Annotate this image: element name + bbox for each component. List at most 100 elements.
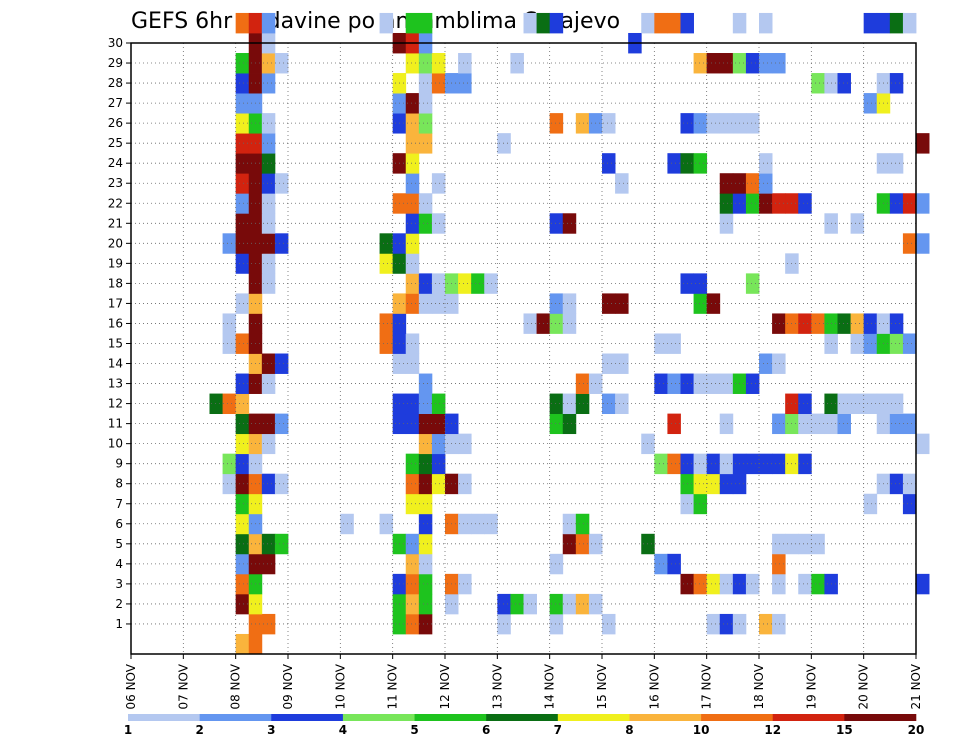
heatmap-cell (772, 413, 786, 435)
heatmap-cell (641, 12, 655, 34)
x-tick-label: 12 NOV (438, 663, 452, 709)
heatmap-cell (235, 113, 250, 134)
heatmap-cell (235, 393, 250, 415)
heatmap-cell (706, 373, 721, 394)
heatmap-cell (405, 553, 420, 575)
heatmap-cell (261, 173, 276, 194)
heatmap-cell (667, 453, 681, 475)
heatmap-cell (916, 193, 930, 214)
heatmap-cell (745, 573, 760, 595)
heatmap-cell (235, 413, 250, 435)
heatmap-cell (261, 133, 276, 154)
heatmap-cell (261, 273, 276, 294)
heatmap-cell (811, 573, 825, 595)
heatmap-cell (405, 453, 420, 475)
y-tick-label: 15 (108, 336, 123, 350)
y-tick-label: 6 (115, 517, 123, 531)
heatmap-cell (235, 133, 250, 154)
heatmap-cell (235, 373, 250, 394)
heatmap-cell (261, 213, 276, 234)
heatmap-cell (235, 553, 250, 575)
colorbar-label: 3 (267, 723, 275, 737)
heatmap-cell (405, 133, 420, 154)
heatmap-cell (916, 573, 930, 595)
heatmap-cell (222, 453, 237, 475)
y-tick-label: 16 (108, 316, 123, 330)
grid-lines (131, 42, 916, 654)
heatmap-cell (484, 513, 498, 535)
heatmap-cell (418, 413, 433, 435)
heatmap-cell (549, 293, 564, 314)
heatmap-cell (510, 593, 524, 615)
heatmap-cell (562, 213, 577, 234)
heatmap-cell (405, 353, 420, 374)
heatmap-cell (759, 613, 773, 635)
heatmap-cell (405, 333, 420, 354)
heatmap-cell (693, 53, 708, 74)
heatmap-cell (418, 573, 433, 595)
heatmap-cell (889, 413, 904, 435)
heatmap-cell (759, 453, 773, 475)
heatmap-cell (889, 393, 904, 415)
heatmap-cell (405, 253, 420, 274)
heatmap-cell (274, 413, 289, 435)
heatmap-cell (719, 613, 734, 635)
heatmap-cell (497, 613, 511, 635)
heatmap-cell (902, 473, 917, 495)
x-tick-label: 09 NOV (281, 663, 295, 709)
heatmap-cell (602, 293, 616, 314)
heatmap-cell (602, 113, 616, 134)
heatmap-cell (405, 273, 420, 294)
heatmap-cell (798, 573, 812, 595)
heatmap-cell (759, 173, 773, 194)
heatmap-cell (902, 493, 917, 515)
heatmap-cell (772, 193, 786, 214)
heatmap-cell (484, 273, 498, 294)
heatmap-cell (274, 473, 289, 495)
heatmap-cell (274, 173, 289, 194)
y-tick-label: 22 (108, 196, 123, 210)
heatmap-cell (431, 413, 446, 435)
colorbar-swatch (128, 714, 200, 721)
heatmap-cell (261, 253, 276, 274)
heatmap-cell (274, 53, 289, 74)
heatmap-cell (497, 133, 511, 154)
heatmap-cell (405, 93, 420, 114)
y-tick-label: 19 (108, 256, 123, 270)
heatmap-cell (706, 453, 721, 475)
x-tick-label: 15 NOV (595, 663, 609, 709)
heatmap-cell (418, 433, 433, 455)
heatmap-cell (418, 273, 433, 294)
heatmap-cell (811, 313, 825, 334)
heatmap-cell (889, 73, 904, 94)
heatmap-cell (418, 133, 433, 154)
heatmap-cell (654, 373, 668, 394)
heatmap-cell (719, 373, 734, 394)
heatmap-cell (431, 213, 446, 234)
heatmap-cell (863, 493, 878, 515)
heatmap-cell (798, 393, 812, 415)
heatmap-cell (418, 473, 433, 495)
heatmap-cell (235, 473, 250, 495)
heatmap-cell (418, 53, 433, 74)
heatmap-cell (602, 613, 616, 635)
colorbar-label: 15 (836, 723, 853, 737)
heatmap-cell (458, 513, 472, 535)
heatmap-cell (549, 213, 564, 234)
heatmap-cell (889, 12, 904, 34)
heatmap-cell (667, 333, 681, 354)
heatmap-cell (418, 553, 433, 575)
heatmap-cell (274, 233, 289, 254)
heatmap-cell (261, 533, 276, 555)
colorbar-label: 4 (339, 723, 347, 737)
y-tick-label: 12 (108, 397, 123, 411)
heatmap-cell (431, 293, 446, 314)
heatmap-cell (798, 453, 812, 475)
y-tick-label: 23 (108, 176, 123, 190)
heatmap-cells (209, 12, 930, 655)
heatmap-cell (759, 153, 773, 174)
heatmap-cell (222, 393, 237, 415)
heatmap-cell (706, 113, 721, 134)
heatmap-cell (772, 53, 786, 74)
